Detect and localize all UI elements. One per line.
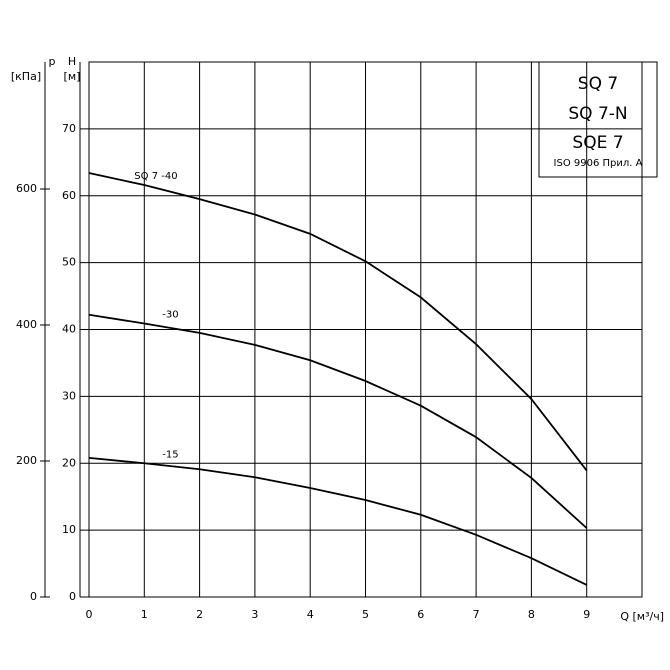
x-tick-label: 0 [86, 608, 93, 621]
x-tick-label: 2 [196, 608, 203, 621]
legend-box [538, 61, 658, 178]
x-tick-label: 7 [473, 608, 480, 621]
legend-line: SQ 7 [578, 74, 618, 94]
curve [88, 457, 588, 586]
x-tick-label: 4 [307, 608, 314, 621]
y2-tick-label: 400 [16, 318, 37, 331]
y-tick-label: 50 [62, 256, 76, 269]
y-axis-unit: [м] [64, 70, 81, 83]
x-tick-label: 8 [528, 608, 535, 621]
y2-tick-label: 600 [16, 182, 37, 195]
curve [88, 172, 588, 472]
y-tick-label: 20 [62, 456, 76, 469]
y2-axis-title: p [49, 55, 56, 68]
y-tick-label: 30 [62, 389, 76, 402]
y-tick-label: 60 [62, 189, 76, 202]
y-axis-title: H [68, 55, 76, 68]
y-tick-label: 40 [62, 323, 76, 336]
legend-line: ISO 9906 Прил. A [554, 158, 643, 169]
series-label: SQ 7 -40 [134, 171, 177, 182]
y2-tick-label: 0 [30, 590, 37, 603]
x-tick-label: 1 [141, 608, 148, 621]
x-tick-label: 3 [251, 608, 258, 621]
series-label: -30 [162, 309, 178, 320]
y2-axis-unit: [кПа] [11, 70, 41, 83]
y-tick-label: 0 [69, 590, 76, 603]
legend-line: SQE 7 [572, 133, 623, 153]
y-tick-label: 10 [62, 523, 76, 536]
y2-tick-label: 200 [16, 454, 37, 467]
y-tick-label: 70 [62, 122, 76, 135]
series-label: -15 [162, 449, 178, 460]
x-tick-label: 9 [583, 608, 590, 621]
curve [88, 313, 588, 529]
x-axis-title: Q [м³/ч] [620, 610, 664, 623]
x-tick-label: 5 [362, 608, 369, 621]
legend-line: SQ 7-N [568, 104, 627, 124]
x-tick-label: 6 [417, 608, 424, 621]
